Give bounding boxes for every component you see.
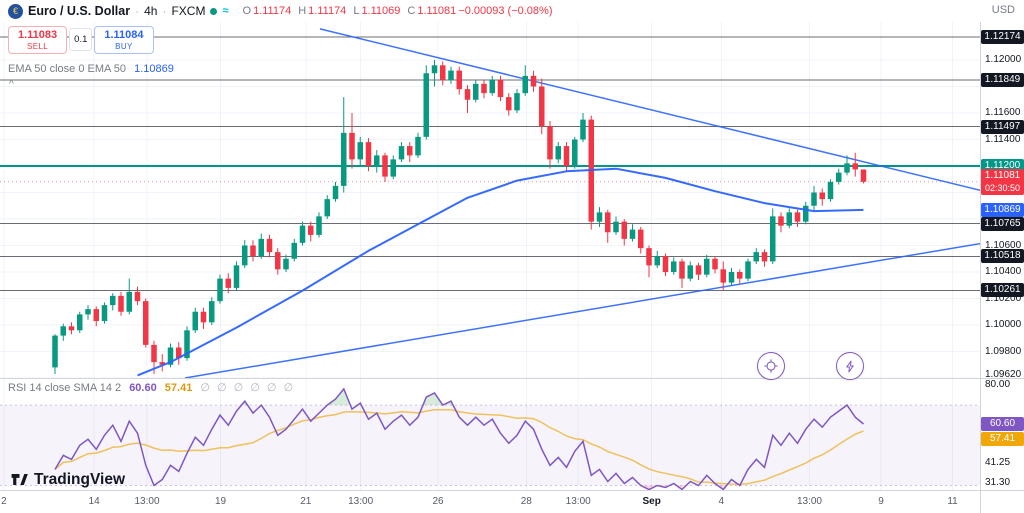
rsi-value: 60.60 [129, 382, 157, 394]
price-axis[interactable]: 1.12000 1.11600 1.11400 1.10600 1.10400 1.102… [981, 0, 1024, 513]
price-pane [0, 28, 980, 378]
price-badge: 1.11081 02:30:50 [981, 168, 1024, 195]
trendline [319, 28, 980, 192]
buy-button[interactable]: 1.11084 BUY [94, 26, 154, 54]
lightning-icon [845, 360, 854, 372]
time-label: 13:00 [134, 496, 160, 507]
data-mode-icon: ≈ [222, 5, 229, 17]
price-badge: 1.10261 [981, 283, 1024, 298]
open-value: 1.11174 [253, 5, 292, 17]
time-label: 4 [718, 496, 725, 507]
rsi-badge: 60.60 [981, 416, 1024, 431]
price-tick-label: 1.11400 [985, 133, 1021, 145]
change-value: −0.00093 (−0.08%) [458, 5, 553, 17]
price-badge: 1.11849 [981, 73, 1024, 87]
rsi-legend[interactable]: RSI 14 close SMA 14 2 60.60 57.41 ∅ ∅ ∅ … [8, 381, 295, 394]
candles [52, 60, 867, 375]
time-label: 28 [520, 496, 532, 507]
price-badge: 1.10518 [981, 249, 1024, 264]
time-label: 19 [214, 496, 227, 507]
rsi-line [54, 387, 864, 490]
price-tick-label: 1.09620 [985, 369, 1022, 381]
pair-logo-icon: € [8, 3, 23, 19]
high-label: H [298, 5, 307, 17]
sell-button[interactable]: 1.11083 SELL [8, 26, 68, 54]
ohlc-readout: O 1.11174 H 1.11174 L 1.11069 C 1.11081 −0.0… [238, 5, 553, 17]
time-label: 2 [1, 496, 7, 507]
rsi-badge: 57.41 [981, 431, 1024, 446]
lightning-button[interactable] [836, 352, 864, 380]
tradingview-mark-icon [11, 473, 28, 486]
rsi-empty-values: ∅ ∅ ∅ ∅ ∅ ∅ [200, 382, 296, 394]
sell-price: 1.11083 [18, 29, 58, 41]
symbol-title[interactable]: Euro / U.S. Dollar [28, 4, 131, 18]
open-label: O [242, 5, 252, 17]
price-badge: 1.10765 [981, 216, 1024, 231]
ema-legend[interactable]: EMA 50 close 0 EMA 50 1.10869 [8, 63, 174, 75]
price-tick-label: 1.09800 [985, 345, 1022, 357]
low-label: L [353, 5, 360, 17]
crosshair-target-button[interactable] [757, 352, 785, 380]
close-label: C [407, 5, 416, 17]
rsi-tick-label: 41.25 [985, 456, 1011, 468]
time-label: 14 [88, 496, 100, 507]
countdown-timer: 02:30:50 [984, 182, 1021, 193]
price-badge: 1.10869 [981, 202, 1024, 217]
chevron-up-icon[interactable]: ^ [9, 79, 14, 90]
ema-value: 1.10869 [134, 63, 174, 75]
buy-label: BUY [115, 41, 133, 51]
symbol-header: € Euro / U.S. Dollar · 4h · FXCM ≈ O 1.11… [0, 0, 983, 22]
price-badge: 1.11497 [981, 119, 1024, 134]
price-tick-label: 1.10200 [985, 292, 1022, 304]
buy-price: 1.11084 [104, 29, 144, 41]
price-tick-label: 1.11600 [985, 107, 1021, 118]
separator-dot: · [135, 4, 140, 18]
interval-label[interactable]: 4h [144, 4, 158, 18]
rsi-label: RSI 14 close SMA 14 2 [8, 382, 122, 394]
rsi-tick-label: 31.30 [985, 476, 1011, 488]
tradingview-logo[interactable]: TradingView [10, 470, 125, 489]
time-label: 26 [432, 496, 444, 507]
crosshair-target-icon [764, 359, 778, 373]
sell-label: SELL [26, 41, 49, 51]
exchange-label[interactable]: FXCM [171, 4, 206, 18]
high-value: 1.11174 [308, 5, 347, 17]
low-value: 1.11069 [361, 5, 401, 17]
price-tick-label: 1.12000 [985, 54, 1022, 65]
tradingview-wordmark: TradingView [34, 470, 126, 488]
ema-line [137, 167, 864, 377]
quantity-field[interactable]: 0.1 [69, 28, 93, 52]
close-value: 1.11081 [417, 5, 457, 17]
time-label: 21 [300, 496, 312, 507]
rsi-pane [0, 387, 980, 490]
time-label: 13:00 [348, 496, 374, 507]
time-label: Sep [642, 496, 661, 507]
price-tick-label: 1.10400 [985, 266, 1022, 277]
time-axis[interactable]: 2 14 13:00 19 21 13:00 26 28 13:00 Sep 4 13:00 9 11 [0, 491, 980, 513]
time-label: 13:00 [796, 496, 822, 507]
trendline [184, 242, 980, 378]
price-tick-label: 1.10600 [985, 239, 1022, 251]
axis-currency-label[interactable]: USD [991, 4, 1015, 16]
time-label: 11 [947, 496, 958, 507]
price-badge: 1.12174 [981, 29, 1024, 44]
trade-panel: 1.11083 SELL 0.1 1.11084 BUY [8, 26, 154, 54]
time-label: 13:00 [565, 496, 591, 507]
separator-dot: · [162, 4, 167, 18]
time-label: 9 [878, 496, 884, 507]
price-tick-label: 1.10000 [985, 319, 1022, 330]
rsi-tick-label: 80.00 [985, 379, 1011, 390]
rsi-sma-value: 57.41 [164, 382, 193, 394]
ema-label: EMA 50 close 0 EMA 50 [8, 63, 127, 75]
market-open-icon [210, 7, 218, 15]
